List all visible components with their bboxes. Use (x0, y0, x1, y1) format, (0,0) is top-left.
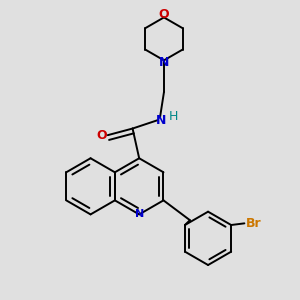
Text: O: O (159, 8, 169, 21)
Text: Br: Br (246, 217, 261, 230)
Text: N: N (135, 209, 144, 219)
Text: O: O (97, 129, 107, 142)
Text: N: N (159, 56, 169, 70)
Text: N: N (156, 114, 166, 127)
Text: H: H (169, 110, 178, 123)
